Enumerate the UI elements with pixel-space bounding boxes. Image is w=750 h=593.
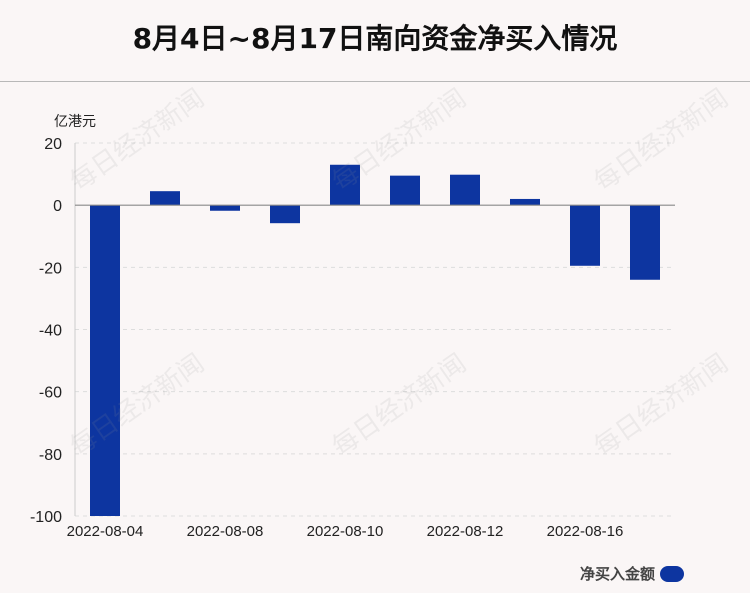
bar	[630, 205, 660, 280]
bar	[150, 191, 180, 206]
bar	[570, 205, 600, 266]
bar	[510, 198, 540, 206]
bar	[330, 164, 360, 206]
bar	[90, 205, 120, 516]
chart-title: 8月4日~8月17日南向资金净买入情况	[132, 22, 618, 55]
bar	[450, 174, 480, 206]
y-tick-label: -80	[39, 447, 62, 464]
y-tick-label: -100	[30, 509, 62, 526]
x-tick-label: 2022-08-16	[547, 523, 624, 540]
y-tick-label: -60	[39, 385, 62, 402]
bar	[270, 205, 300, 224]
x-tick-label: 2022-08-10	[307, 523, 384, 540]
legend-label: 净买入金额	[579, 565, 655, 583]
x-tick-label: 2022-08-04	[67, 523, 144, 540]
title-divider	[0, 81, 750, 82]
x-tick-label: 2022-08-12	[427, 523, 504, 540]
legend: 净买入金额	[580, 563, 684, 584]
y-tick-label: 0	[53, 198, 62, 215]
y-tick-label: -20	[39, 260, 62, 277]
bar	[210, 205, 240, 211]
y-tick-label: -40	[39, 323, 62, 340]
y-axis-unit: 亿港元	[54, 114, 96, 130]
legend-swatch	[660, 565, 684, 582]
x-tick-label: 2022-08-08	[187, 523, 264, 540]
bar	[390, 175, 420, 206]
y-tick-label: 20	[44, 136, 62, 153]
